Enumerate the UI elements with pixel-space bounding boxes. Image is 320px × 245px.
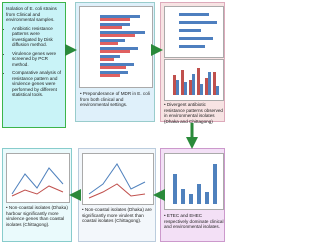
chart-thumbnail bbox=[6, 153, 70, 203]
virulence-box: • Non-coastal isolates (Dhaka) are signi… bbox=[78, 148, 156, 242]
genes-text: • Non-coastal isolates (Dhaka) harbour s… bbox=[6, 205, 68, 227]
chart-thumbnail bbox=[164, 153, 224, 210]
mdr-text: • Preponderance of MDR in E. coli from b… bbox=[80, 91, 150, 107]
resistance-caption: Divergent antibiotic resistance patterns… bbox=[164, 102, 223, 124]
mdr-box: • Preponderance of MDR in E. coli from b… bbox=[75, 2, 155, 122]
chart-thumbnail bbox=[164, 59, 224, 101]
pathotype-text: • ETEC and EHEC respectively dominate cl… bbox=[164, 213, 224, 229]
pathotype-caption: ETEC and EHEC respectively dominate clin… bbox=[164, 213, 224, 229]
methods-title: Isolation of E. coli strains from Clinic… bbox=[6, 6, 57, 22]
mdr-caption: Preponderance of MDR in E. coli from bot… bbox=[80, 91, 150, 107]
resistance-text: • Divergent antibiotic resistance patter… bbox=[164, 102, 223, 124]
methods-list: Antibiotic resistance patterns were inve… bbox=[6, 26, 62, 98]
methods-box: Isolation of E. coli strains from Clinic… bbox=[2, 2, 66, 128]
method-item: Comparative analysis of resistance patte… bbox=[12, 70, 62, 98]
method-item: Antibiotic resistance patterns were inve… bbox=[12, 26, 62, 48]
chart-thumbnail bbox=[164, 6, 224, 58]
genes-caption: Non-coastal isolates (Dhaka) harbour sig… bbox=[6, 205, 68, 227]
pathotype-box: • ETEC and EHEC respectively dominate cl… bbox=[160, 148, 225, 242]
arrow bbox=[65, 44, 198, 201]
virulence-caption: Non-coastal isolates (Dhaka) are signifi… bbox=[82, 207, 152, 223]
graphical-abstract: Isolation of E. coli strains from Clinic… bbox=[0, 0, 227, 245]
chart-thumbnail bbox=[79, 6, 153, 88]
virulence-text: • Non-coastal isolates (Dhaka) are signi… bbox=[82, 207, 152, 223]
chart-thumbnail bbox=[82, 153, 154, 205]
method-item: Virulence genes were screened by PCR met… bbox=[12, 51, 62, 68]
flow-arrows bbox=[65, 44, 198, 201]
resistance-box: • Divergent antibiotic resistance patter… bbox=[160, 2, 225, 124]
